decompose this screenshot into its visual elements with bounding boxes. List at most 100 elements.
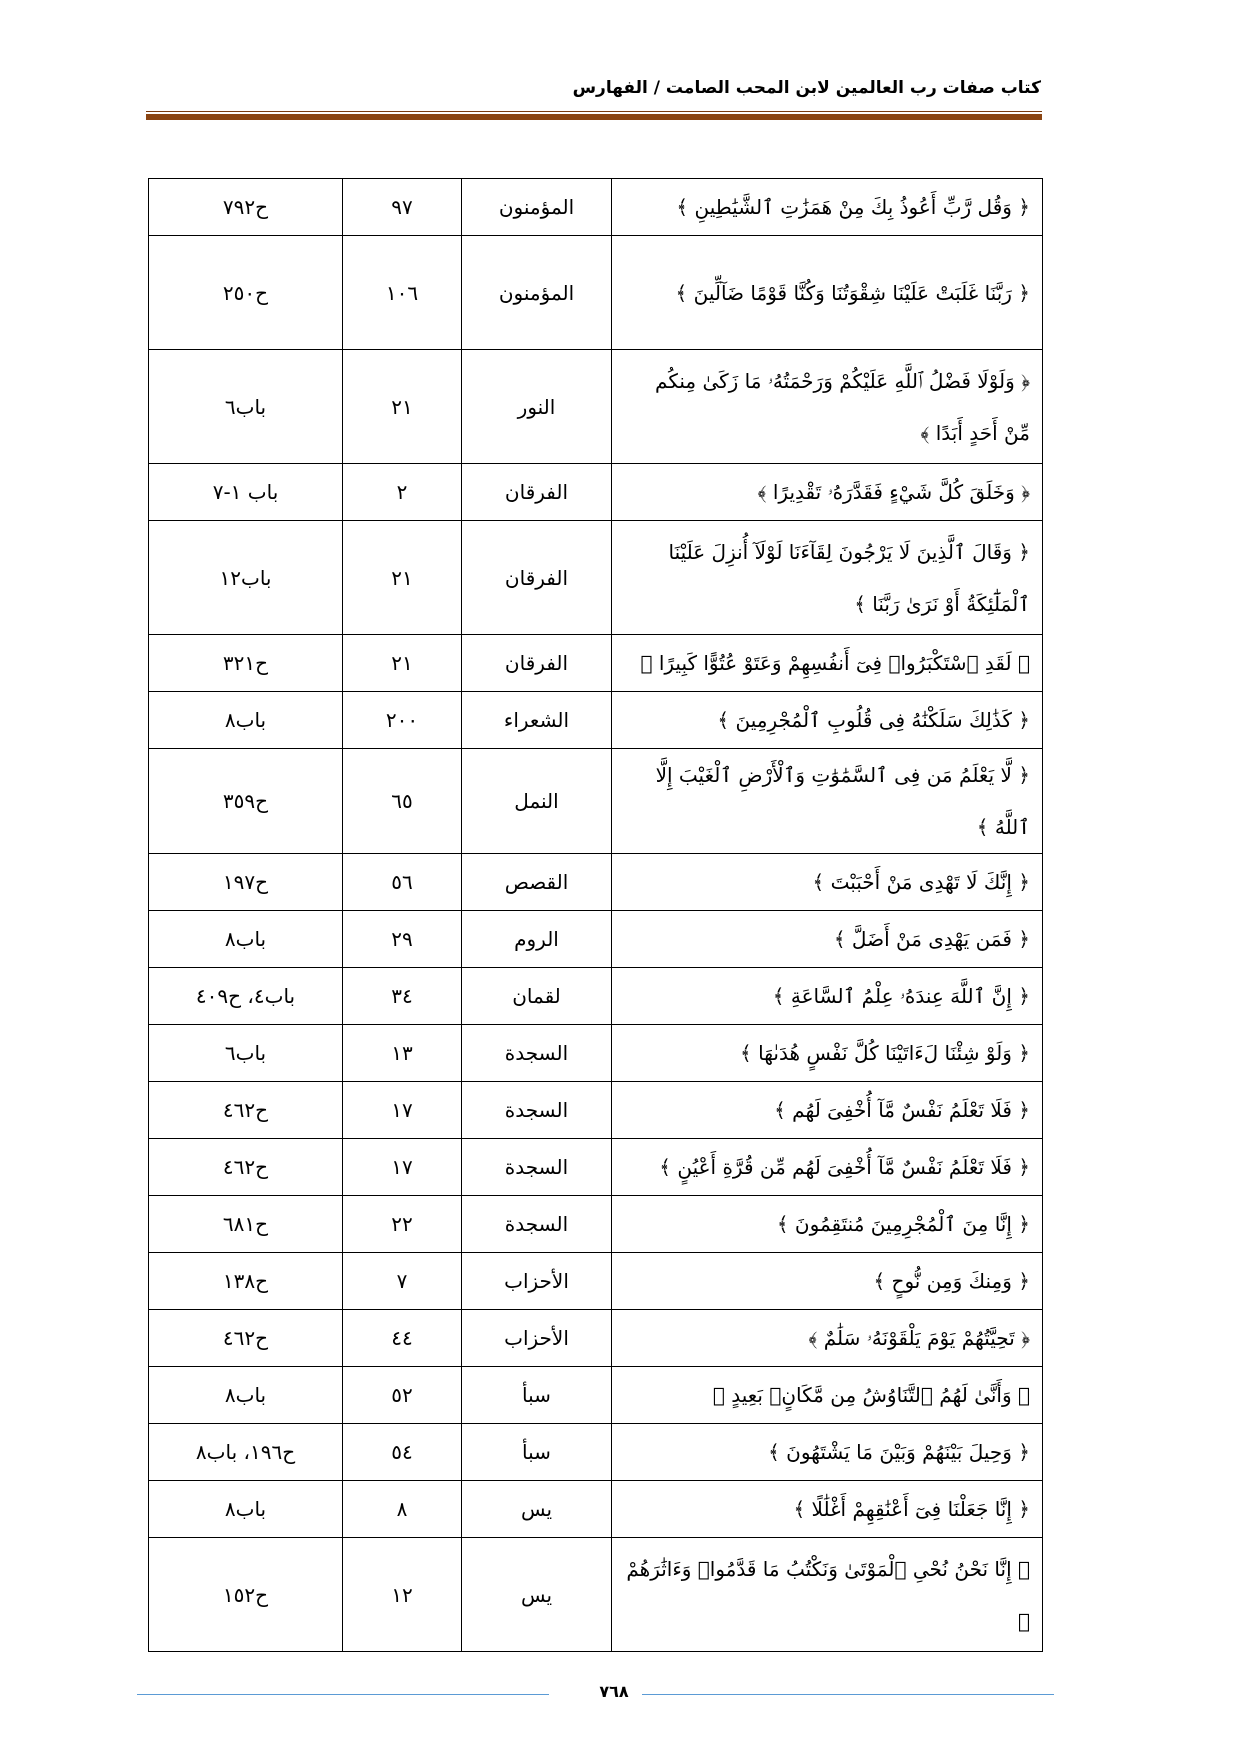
ayah-cell: ﴿ وَقُل رَّبِّ أَعُوذُ بِكَ مِنْ هَمَزَٰ… <box>611 178 1043 236</box>
verse-number-cell: ١٧ <box>342 1081 462 1139</box>
table-row: ﴿ وَحِيلَ بَيْنَهُمْ وَبَيْنَ مَا يَشْتَ… <box>148 1423 1043 1481</box>
reference-cell: ح٣٥٩ <box>148 748 343 854</box>
verse-number-cell: ١٣ <box>342 1024 462 1082</box>
surah-cell: سبأ <box>461 1366 612 1424</box>
ayah-cell: ﴿ فَلَا تَعْلَمُ نَفْسٌ مَّآ أُخْفِىَ لَ… <box>611 1081 1043 1139</box>
table-row: ﴿ وَأَنَّىٰ لَهُمُ ٱلتَّنَاوُشُ مِن مَّك… <box>148 1366 1043 1424</box>
table-row: ﴿ وَلَوْلَا فَضْلُ ٱللَّهِ عَلَيْكُمْ وَ… <box>148 349 1043 464</box>
ayah-cell: ﴿ رَبَّنَا غَلَبَتْ عَلَيْنَا شِقْوَتُنَ… <box>611 235 1043 350</box>
surah-cell: الفرقان <box>461 463 612 521</box>
reference-cell: ح١٣٨ <box>148 1252 343 1310</box>
footer-rule-left <box>137 1694 549 1695</box>
ayah-cell: ﴿ وَأَنَّىٰ لَهُمُ ٱلتَّنَاوُشُ مِن مَّك… <box>611 1366 1043 1424</box>
surah-cell: الروم <box>461 910 612 968</box>
reference-cell: باب١٢ <box>148 520 343 635</box>
table-row: ﴿ لَّا يَعْلَمُ مَن فِى ٱلسَّمَٰوَٰتِ وَ… <box>148 748 1043 854</box>
verse-number-cell: ٤٤ <box>342 1309 462 1367</box>
table-row: ﴿ إِنَّكَ لَا تَهْدِى مَنْ أَحْبَبْتَ ﴾ ا… <box>148 853 1043 911</box>
ayah-cell: ﴿ فَمَن يَهْدِى مَنْ أَضَلَّ ﴾ <box>611 910 1043 968</box>
reference-cell: ح٤٦٢ <box>148 1138 343 1196</box>
ayah-cell: ﴿ إِنَّا مِنَ ٱلْمُجْرِمِينَ مُنتَقِمُون… <box>611 1195 1043 1253</box>
surah-cell: يس <box>461 1480 612 1538</box>
verse-number-cell: ١٢ <box>342 1537 462 1652</box>
ayah-cell: ﴿ كَذَٰلِكَ سَلَكْنَٰهُ فِى قُلُوبِ ٱلْم… <box>611 691 1043 749</box>
surah-cell: الفرقان <box>461 634 612 692</box>
footer-rule-right <box>642 1694 1054 1695</box>
surah-cell: سبأ <box>461 1423 612 1481</box>
surah-cell: السجدة <box>461 1138 612 1196</box>
ayah-cell: ﴿ وَلَوْ شِئْنَا لَءَاتَيْنَا كُلَّ نَفْ… <box>611 1024 1043 1082</box>
surah-cell: المؤمنون <box>461 235 612 350</box>
verse-number-cell: ٣٤ <box>342 967 462 1025</box>
surah-cell: النور <box>461 349 612 464</box>
verse-number-cell: ٢١ <box>342 520 462 635</box>
surah-cell: لقمان <box>461 967 612 1025</box>
surah-cell: السجدة <box>461 1024 612 1082</box>
reference-cell: ح١٩٦، باب٨ <box>148 1423 343 1481</box>
verse-number-cell: ٢٩ <box>342 910 462 968</box>
surah-cell: السجدة <box>461 1081 612 1139</box>
verse-number-cell: ١٧ <box>342 1138 462 1196</box>
reference-cell: باب٦ <box>148 349 343 464</box>
reference-cell: ح٣٢١ <box>148 634 343 692</box>
reference-cell: ح٤٦٢ <box>148 1309 343 1367</box>
table-row: ﴿ وَمِنكَ وَمِن نُّوحٍ ﴾ الأحزاب ٧ ح١٣٨ <box>148 1252 1043 1310</box>
table-row: ﴿ إِنَّا مِنَ ٱلْمُجْرِمِينَ مُنتَقِمُون… <box>148 1195 1043 1253</box>
verse-number-cell: ٢٠٠ <box>342 691 462 749</box>
verse-number-cell: ٥٢ <box>342 1366 462 1424</box>
verse-number-cell: ٢٢ <box>342 1195 462 1253</box>
reference-cell: باب٤، ح٤٠٩ <box>148 967 343 1025</box>
surah-cell: النمل <box>461 748 612 854</box>
verse-number-cell: ٦٥ <box>342 748 462 854</box>
running-header: كتاب صفات رب العالمين لابن المحب الصامت … <box>572 78 1041 98</box>
reference-cell: ح٦٨١ <box>148 1195 343 1253</box>
table-row: ﴿ وَقَالَ ٱلَّذِينَ لَا يَرْجُونَ لِقَآء… <box>148 520 1043 635</box>
ayah-cell: ﴿ وَخَلَقَ كُلَّ شَيْءٍ فَقَدَّرَهُۥ تَق… <box>611 463 1043 521</box>
table-row: ﴿ إِنَّا نَحْنُ نُحْىِ ٱلْمَوْتَىٰ وَنَك… <box>148 1537 1043 1652</box>
table-row: ﴿ وَخَلَقَ كُلَّ شَيْءٍ فَقَدَّرَهُۥ تَق… <box>148 463 1043 521</box>
reference-cell: باب٦ <box>148 1024 343 1082</box>
header-rule-thick <box>146 114 1042 120</box>
ayah-cell: ﴿ وَقَالَ ٱلَّذِينَ لَا يَرْجُونَ لِقَآء… <box>611 520 1043 635</box>
verse-number-cell: ٧ <box>342 1252 462 1310</box>
table-row: ﴿ لَقَدِ ٱسْتَكْبَرُوا۟ فِىٓ أَنفُسِهِمْ… <box>148 634 1043 692</box>
surah-cell: الأحزاب <box>461 1309 612 1367</box>
table-row: ﴿ فَمَن يَهْدِى مَنْ أَضَلَّ ﴾ الروم ٢٩ باب… <box>148 910 1043 968</box>
ayah-cell: ﴿ لَّا يَعْلَمُ مَن فِى ٱلسَّمَٰوَٰتِ وَ… <box>611 748 1043 854</box>
table-row: ﴿ فَلَا تَعْلَمُ نَفْسٌ مَّآ أُخْفِىَ لَ… <box>148 1138 1043 1196</box>
surah-cell: الأحزاب <box>461 1252 612 1310</box>
surah-cell: الشعراء <box>461 691 612 749</box>
reference-cell: باب٨ <box>148 1480 343 1538</box>
reference-cell: باب٨ <box>148 1366 343 1424</box>
table-row: ﴿ كَذَٰلِكَ سَلَكْنَٰهُ فِى قُلُوبِ ٱلْم… <box>148 691 1043 749</box>
reference-cell: ح١٥٢ <box>148 1537 343 1652</box>
verse-number-cell: ٥٤ <box>342 1423 462 1481</box>
ayah-cell: ﴿ إِنَّ ٱللَّهَ عِندَهُۥ عِلْمُ ٱلسَّاعَ… <box>611 967 1043 1025</box>
ayah-cell: ﴿ وَمِنكَ وَمِن نُّوحٍ ﴾ <box>611 1252 1043 1310</box>
surah-cell: السجدة <box>461 1195 612 1253</box>
verse-number-cell: ٢١ <box>342 634 462 692</box>
surah-cell: القصص <box>461 853 612 911</box>
reference-cell: ح٤٦٢ <box>148 1081 343 1139</box>
verse-number-cell: ٥٦ <box>342 853 462 911</box>
ayah-cell: ﴿ وَلَوْلَا فَضْلُ ٱللَّهِ عَلَيْكُمْ وَ… <box>611 349 1043 464</box>
reference-cell: باب٨ <box>148 691 343 749</box>
surah-cell: المؤمنون <box>461 178 612 236</box>
page-number: ٧٦٨ <box>599 1682 629 1701</box>
verse-number-cell: ١٠٦ <box>342 235 462 350</box>
reference-cell: ح٧٩٢ <box>148 178 343 236</box>
table-row: ﴿ وَقُل رَّبِّ أَعُوذُ بِكَ مِنْ هَمَزَٰ… <box>148 178 1043 236</box>
reference-cell: باب٨ <box>148 910 343 968</box>
ayah-cell: ﴿ إِنَّكَ لَا تَهْدِى مَنْ أَحْبَبْتَ ﴾ <box>611 853 1043 911</box>
ayah-cell: ﴿ إِنَّا جَعَلْنَا فِىٓ أَعْنَٰقِهِمْ أَ… <box>611 1480 1043 1538</box>
header-rule-thin <box>146 111 1042 112</box>
reference-cell: ح٢٥٠ <box>148 235 343 350</box>
ayah-cell: ﴿ إِنَّا نَحْنُ نُحْىِ ٱلْمَوْتَىٰ وَنَك… <box>611 1537 1043 1652</box>
table-row: ﴿ إِنَّ ٱللَّهَ عِندَهُۥ عِلْمُ ٱلسَّاعَ… <box>148 967 1043 1025</box>
reference-cell: ح١٩٧ <box>148 853 343 911</box>
ayah-cell: ﴿ وَحِيلَ بَيْنَهُمْ وَبَيْنَ مَا يَشْتَ… <box>611 1423 1043 1481</box>
table-row: ﴿ رَبَّنَا غَلَبَتْ عَلَيْنَا شِقْوَتُنَ… <box>148 235 1043 350</box>
reference-cell: باب ١-٧ <box>148 463 343 521</box>
ayah-cell: ﴿ لَقَدِ ٱسْتَكْبَرُوا۟ فِىٓ أَنفُسِهِمْ… <box>611 634 1043 692</box>
verses-index-table: ﴿ وَقُل رَّبِّ أَعُوذُ بِكَ مِنْ هَمَزَٰ… <box>148 178 1043 1652</box>
